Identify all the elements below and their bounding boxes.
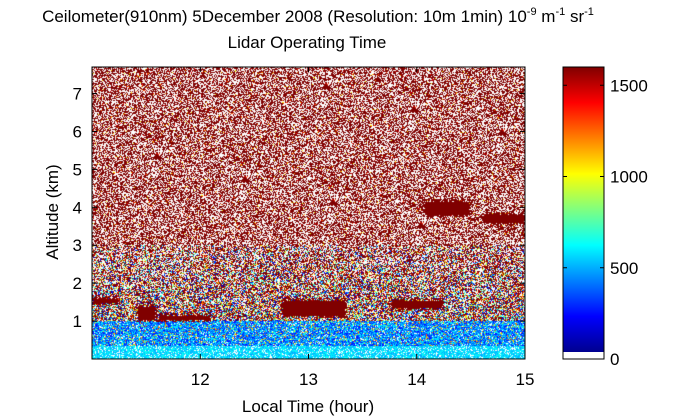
y-tick-label: 7: [73, 85, 82, 104]
colorbar-zero-swatch: [563, 352, 604, 359]
x-tick-label: 12: [191, 370, 210, 389]
y-axis-label: Altitude (km): [43, 164, 62, 259]
y-tick-label: 5: [73, 160, 82, 179]
chart-subtitle: Lidar Operating Time: [228, 33, 387, 52]
colorbar: 0 500 1000 1500: [562, 66, 648, 369]
colorbar-tick-label: 500: [610, 259, 638, 278]
y-tick-label: 3: [73, 236, 82, 255]
heatmap-plot-area: [91, 66, 526, 360]
colorbar-tick-label: 1500: [610, 76, 648, 95]
x-axis: 12 13 14 15: [191, 67, 535, 389]
x-tick-label: 13: [299, 370, 318, 389]
colorbar-tick-label: 0: [610, 350, 619, 369]
y-tick-label: 1: [73, 312, 82, 331]
y-axis: 1 2 3 4 5 6 7: [73, 85, 525, 331]
x-tick-label: 15: [516, 370, 535, 389]
y-tick-label: 6: [73, 122, 82, 141]
y-tick-label: 4: [73, 198, 82, 217]
colorbar-tick-label: 1000: [610, 168, 648, 187]
x-axis-label: Local Time (hour): [242, 397, 374, 416]
colorbar-frame: [562, 66, 605, 360]
heatmap-image: [92, 67, 525, 359]
colorbar-gradient: [563, 67, 604, 352]
colorbar-ticks: 0 500 1000 1500: [563, 76, 648, 369]
x-tick-label: 14: [407, 370, 426, 389]
y-tick-label: 2: [73, 274, 82, 293]
chart-title: Ceilometer(910nm) 5December 2008 (Resolu…: [42, 6, 594, 26]
